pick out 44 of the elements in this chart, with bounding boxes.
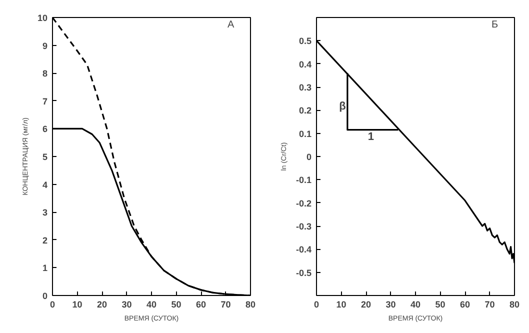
y-tick-label: 0 xyxy=(306,152,312,162)
x-tick-label: 30 xyxy=(386,300,396,310)
x-tick-label: 40 xyxy=(410,300,421,310)
y-tick-label: 9 xyxy=(42,40,48,51)
annotation: А xyxy=(228,20,234,30)
y-tick-label: 0.4 xyxy=(298,59,312,70)
annotation: 1 xyxy=(368,130,374,143)
y-tick-label: -0.4 xyxy=(296,244,312,255)
x-tick-label: 50 xyxy=(171,300,182,310)
x-tick-label: 50 xyxy=(435,300,446,310)
x-tick-label: 70 xyxy=(484,300,495,310)
y-tick-label: 10 xyxy=(37,13,48,23)
y-tick-label: -0.2 xyxy=(296,198,312,208)
y-tick-label: -0.5 xyxy=(296,268,312,278)
x-tick-label: 70 xyxy=(220,300,231,310)
x-tick-label: 10 xyxy=(72,300,82,310)
y-tick-label: 7 xyxy=(42,96,48,106)
x-tick-label: 80 xyxy=(245,300,256,310)
y-tick-label: 5 xyxy=(42,152,48,162)
x-tick-label: 0 xyxy=(314,300,320,310)
x-tick-label: 10 xyxy=(336,300,346,310)
annotation: Б xyxy=(492,20,498,30)
y-tick-label: 0.1 xyxy=(298,128,312,139)
x-tick-label: 0 xyxy=(50,300,56,310)
x-tick-label: 30 xyxy=(122,300,132,310)
x-tick-label: 60 xyxy=(196,300,206,310)
y-tick-label: 0 xyxy=(42,291,48,301)
y-tick-label: -0.3 xyxy=(296,222,312,232)
x-tick-label: 40 xyxy=(146,300,157,310)
x-tick-label: 20 xyxy=(360,300,372,310)
y-tick-label: 8 xyxy=(42,68,48,79)
x-tick-label: 60 xyxy=(460,300,470,310)
y-tick-label: 2 xyxy=(42,235,48,246)
x-tick-label: 20 xyxy=(96,300,108,310)
y-tick-label: -0.1 xyxy=(296,175,312,186)
y-tick-label: 0.3 xyxy=(298,82,312,92)
y-tick-label: 3 xyxy=(42,208,48,218)
annotation: β xyxy=(339,100,346,113)
y-tick-label: 0.5 xyxy=(298,36,312,46)
y-tick-label: 6 xyxy=(42,124,48,134)
y-tick-label: 4 xyxy=(42,180,48,190)
x-tick-label: 80 xyxy=(509,300,520,310)
y-tick-label: 1 xyxy=(42,263,48,274)
y-tick-label: 0.2 xyxy=(298,106,312,116)
